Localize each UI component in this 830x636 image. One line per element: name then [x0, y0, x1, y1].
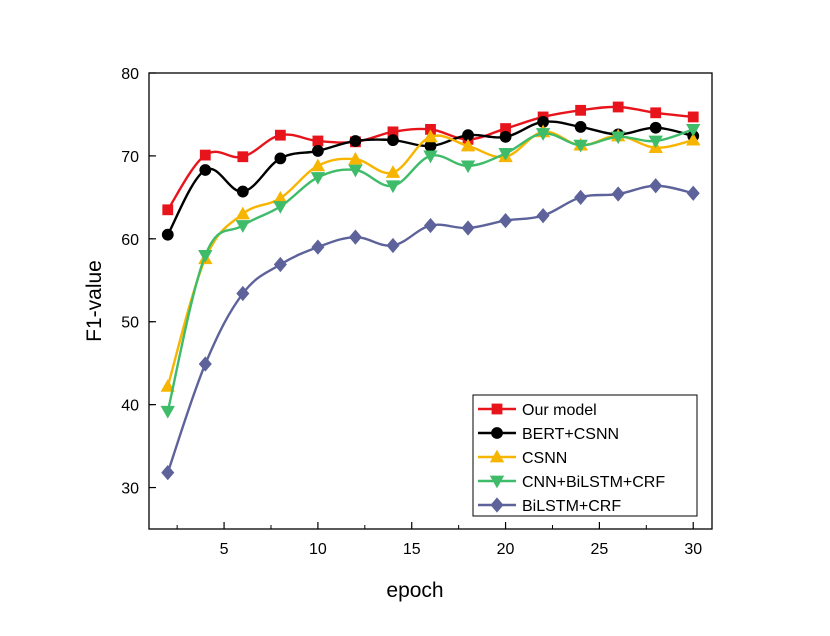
legend-entry: CSNN	[478, 449, 567, 467]
data-point	[498, 148, 513, 161]
data-point	[273, 256, 287, 273]
legend-label: CSNN	[522, 450, 567, 467]
legend-marker	[489, 475, 505, 489]
data-point	[649, 121, 662, 134]
legend-label: CNN+BiLSTM+CRF	[522, 474, 665, 491]
data-point	[649, 178, 663, 194]
data-point	[610, 131, 626, 145]
x-axis-label: epoch	[386, 579, 443, 602]
data-point	[311, 145, 324, 157]
legend-label: BiLSTM+CRF	[522, 498, 621, 515]
y-tick-label: 60	[121, 232, 139, 249]
data-point	[423, 150, 438, 164]
legend-label: Our model	[522, 402, 597, 419]
data-point	[161, 465, 175, 481]
legend-entry: CNN+BiLSTM+CRF	[478, 474, 665, 491]
legend-marker	[491, 427, 503, 439]
data-point	[160, 405, 175, 419]
data-point	[387, 134, 399, 147]
series-line	[166, 130, 694, 387]
data-point	[574, 120, 587, 133]
legend-marker	[491, 403, 503, 415]
x-tick-label: 20	[497, 541, 515, 558]
data-point	[687, 111, 699, 123]
data-point	[310, 172, 326, 185]
legend: Our model BERT+CSNN CSNN CNN+BiLSTM+CRF BiLS…	[472, 394, 698, 517]
data-point	[423, 217, 438, 234]
data-point	[686, 123, 701, 137]
axes-layer: 5 10 15 20 25 30 30 40 50 60 70 80	[121, 66, 702, 558]
series-2	[160, 124, 701, 392]
data-point	[198, 249, 213, 263]
data-point	[611, 186, 625, 202]
x-tick-label: 15	[403, 541, 421, 558]
data-point	[199, 164, 212, 176]
data-point	[650, 107, 662, 119]
data-point	[686, 132, 701, 146]
data-point	[536, 207, 550, 224]
data-point	[499, 212, 513, 229]
legend-entry: Our model	[478, 402, 597, 419]
data-point	[311, 239, 325, 255]
x-tick-label: 25	[591, 541, 609, 558]
data-point	[161, 228, 174, 241]
y-tick-label: 50	[121, 315, 139, 332]
data-point	[648, 135, 663, 149]
data-point	[274, 129, 286, 141]
data-point	[348, 151, 363, 165]
data-point	[535, 128, 551, 141]
data-point	[575, 104, 587, 116]
data-point	[460, 160, 476, 174]
data-point	[162, 204, 174, 216]
x-tick-label: 30	[684, 541, 702, 558]
data-point	[386, 237, 400, 254]
data-point	[573, 139, 588, 153]
data-point	[460, 138, 476, 152]
x-tick-label: 5	[220, 541, 229, 558]
series-line	[166, 128, 694, 412]
data-point	[349, 135, 362, 147]
data-point	[198, 356, 212, 372]
data-point	[461, 220, 475, 236]
data-point	[236, 285, 250, 302]
series-4	[161, 178, 700, 481]
data-point	[499, 130, 512, 143]
data-point	[235, 206, 251, 220]
data-point	[385, 165, 401, 178]
data-point	[160, 379, 175, 392]
legend-marker	[489, 449, 505, 463]
data-point	[385, 180, 401, 194]
x-tick-label: 10	[309, 541, 327, 558]
y-tick-label: 30	[121, 481, 139, 498]
legend-entry: BERT+CSNN	[478, 426, 619, 443]
data-point	[686, 185, 700, 201]
data-point	[612, 101, 624, 113]
data-point	[423, 129, 438, 143]
data-point	[310, 158, 326, 172]
data-point	[574, 189, 588, 205]
data-point	[312, 135, 324, 147]
y-tick-label: 40	[121, 398, 139, 415]
data-point	[274, 152, 287, 165]
legend-box	[472, 394, 698, 517]
data-point	[199, 149, 211, 161]
data-point	[348, 164, 363, 178]
y-axis-label: F1-value	[83, 260, 106, 342]
y-tick-label: 80	[121, 66, 139, 83]
plot-frame	[148, 72, 713, 530]
y-tick-label: 70	[121, 149, 139, 166]
data-point	[235, 220, 251, 233]
legend-marker	[490, 497, 504, 513]
data-point	[237, 151, 249, 163]
legend-label: BERT+CSNN	[522, 426, 619, 443]
legend-entry: BiLSTM+CRF	[478, 497, 621, 515]
series-3	[160, 123, 701, 419]
series-layer	[160, 101, 701, 481]
data-point	[348, 229, 362, 245]
data-point	[236, 185, 249, 198]
data-point	[273, 201, 288, 214]
